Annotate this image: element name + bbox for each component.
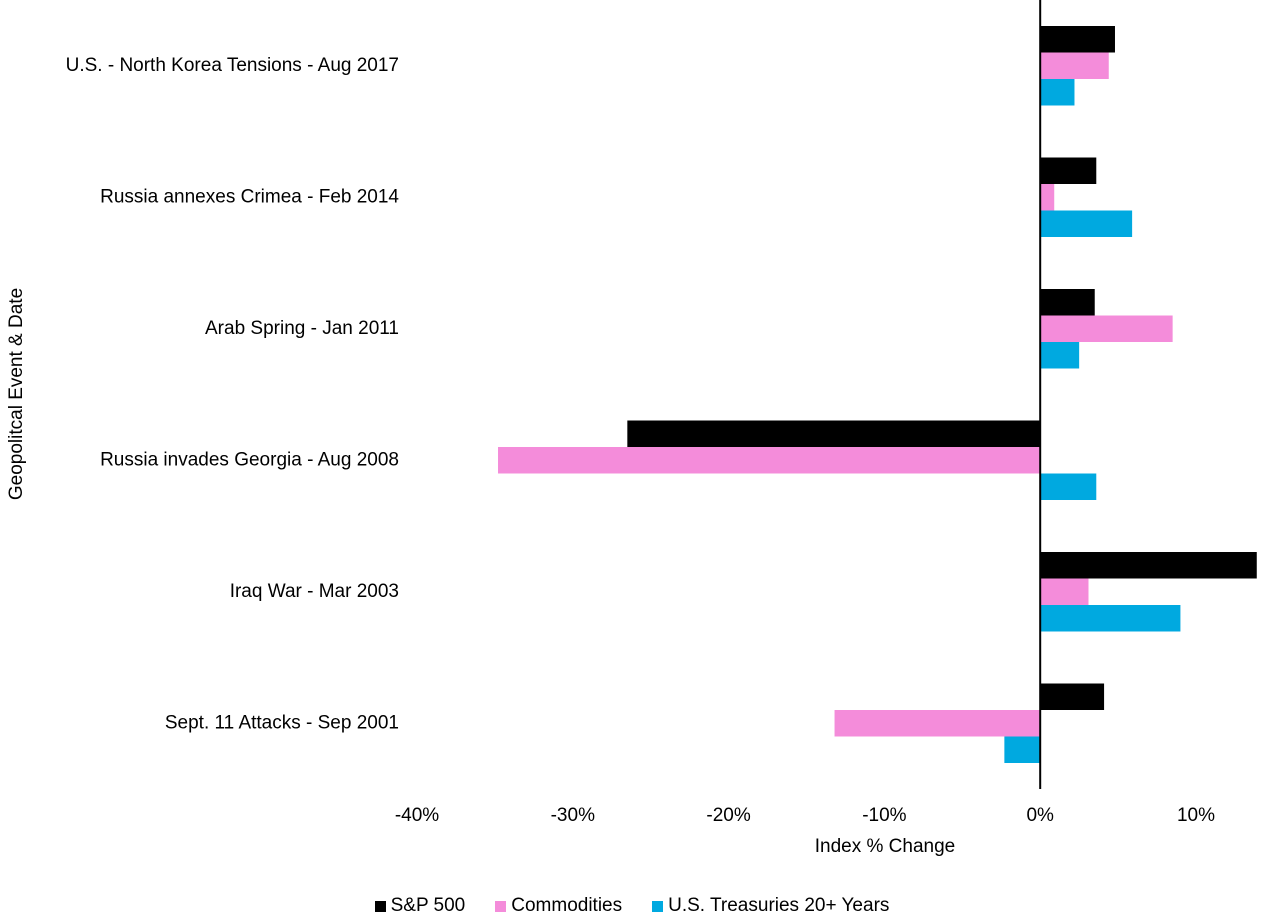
bar-s-p-500-5 [1040,683,1105,710]
x-axis-title: Index % Change [815,836,956,857]
bar-u-s-treasuries-20-years-3 [1040,473,1097,500]
legend-swatch [374,900,386,912]
x-tick-label: -40% [395,805,439,826]
bar-s-p-500-0 [1040,26,1115,53]
bar-commodities-2 [1040,315,1173,342]
bar-u-s-treasuries-20-years-0 [1040,79,1075,106]
bar-u-s-treasuries-20-years-2 [1040,342,1080,369]
category-label: Sept. 11 Attacks - Sep 2001 [165,712,399,733]
bar-s-p-500-2 [1040,289,1095,316]
legend-label: U.S. Treasuries 20+ Years [668,895,890,916]
y-axis-title: Geopolitcal Event & Date [6,288,27,500]
category-labels: U.S. - North Korea Tensions - Aug 2017 Ru… [66,55,400,734]
bar-u-s-treasuries-20-years-5 [1004,736,1041,763]
legend-item: S&P 500 [374,895,466,917]
bar-s-p-500-4 [1040,552,1257,579]
legend-item: Commodities [495,895,622,917]
bars-layer [498,26,1257,763]
legend-label: Commodities [511,895,623,916]
x-tick-label: -10% [862,805,906,826]
x-tick-labels: -40% -30% -20% -10% 0% 10% [395,805,1215,826]
category-label: Iraq War - Mar 2003 [230,581,399,602]
bar-commodities-1 [1040,184,1055,211]
category-label: Russia annexes Crimea - Feb 2014 [100,186,399,207]
legend-label: S&P 500 [390,895,466,916]
bar-s-p-500-1 [1040,157,1097,184]
legend-swatch [652,900,664,912]
bar-commodities-5 [834,710,1041,737]
bar-commodities-0 [1040,52,1109,79]
bar-s-p-500-3 [627,420,1041,447]
x-tick-label: 10% [1177,805,1215,826]
x-tick-label: -30% [551,805,595,826]
legend: S&P 500 Commodities U.S. Treasuries 20+ Ye… [0,893,1264,919]
category-label: Arab Spring - Jan 2011 [205,318,399,339]
legend-swatch [495,900,507,912]
bar-u-s-treasuries-20-years-4 [1040,605,1181,632]
bar-u-s-treasuries-20-years-1 [1040,210,1133,237]
x-tick-label: -20% [706,805,750,826]
legend-item: U.S. Treasuries 20+ Years [652,895,889,917]
bar-commodities-4 [1040,578,1089,605]
category-label: U.S. - North Korea Tensions - Aug 2017 [66,55,399,76]
x-tick-label: 0% [1026,805,1054,826]
bar-commodities-3 [498,447,1041,474]
category-label: Russia invades Georgia - Aug 2008 [100,449,399,470]
